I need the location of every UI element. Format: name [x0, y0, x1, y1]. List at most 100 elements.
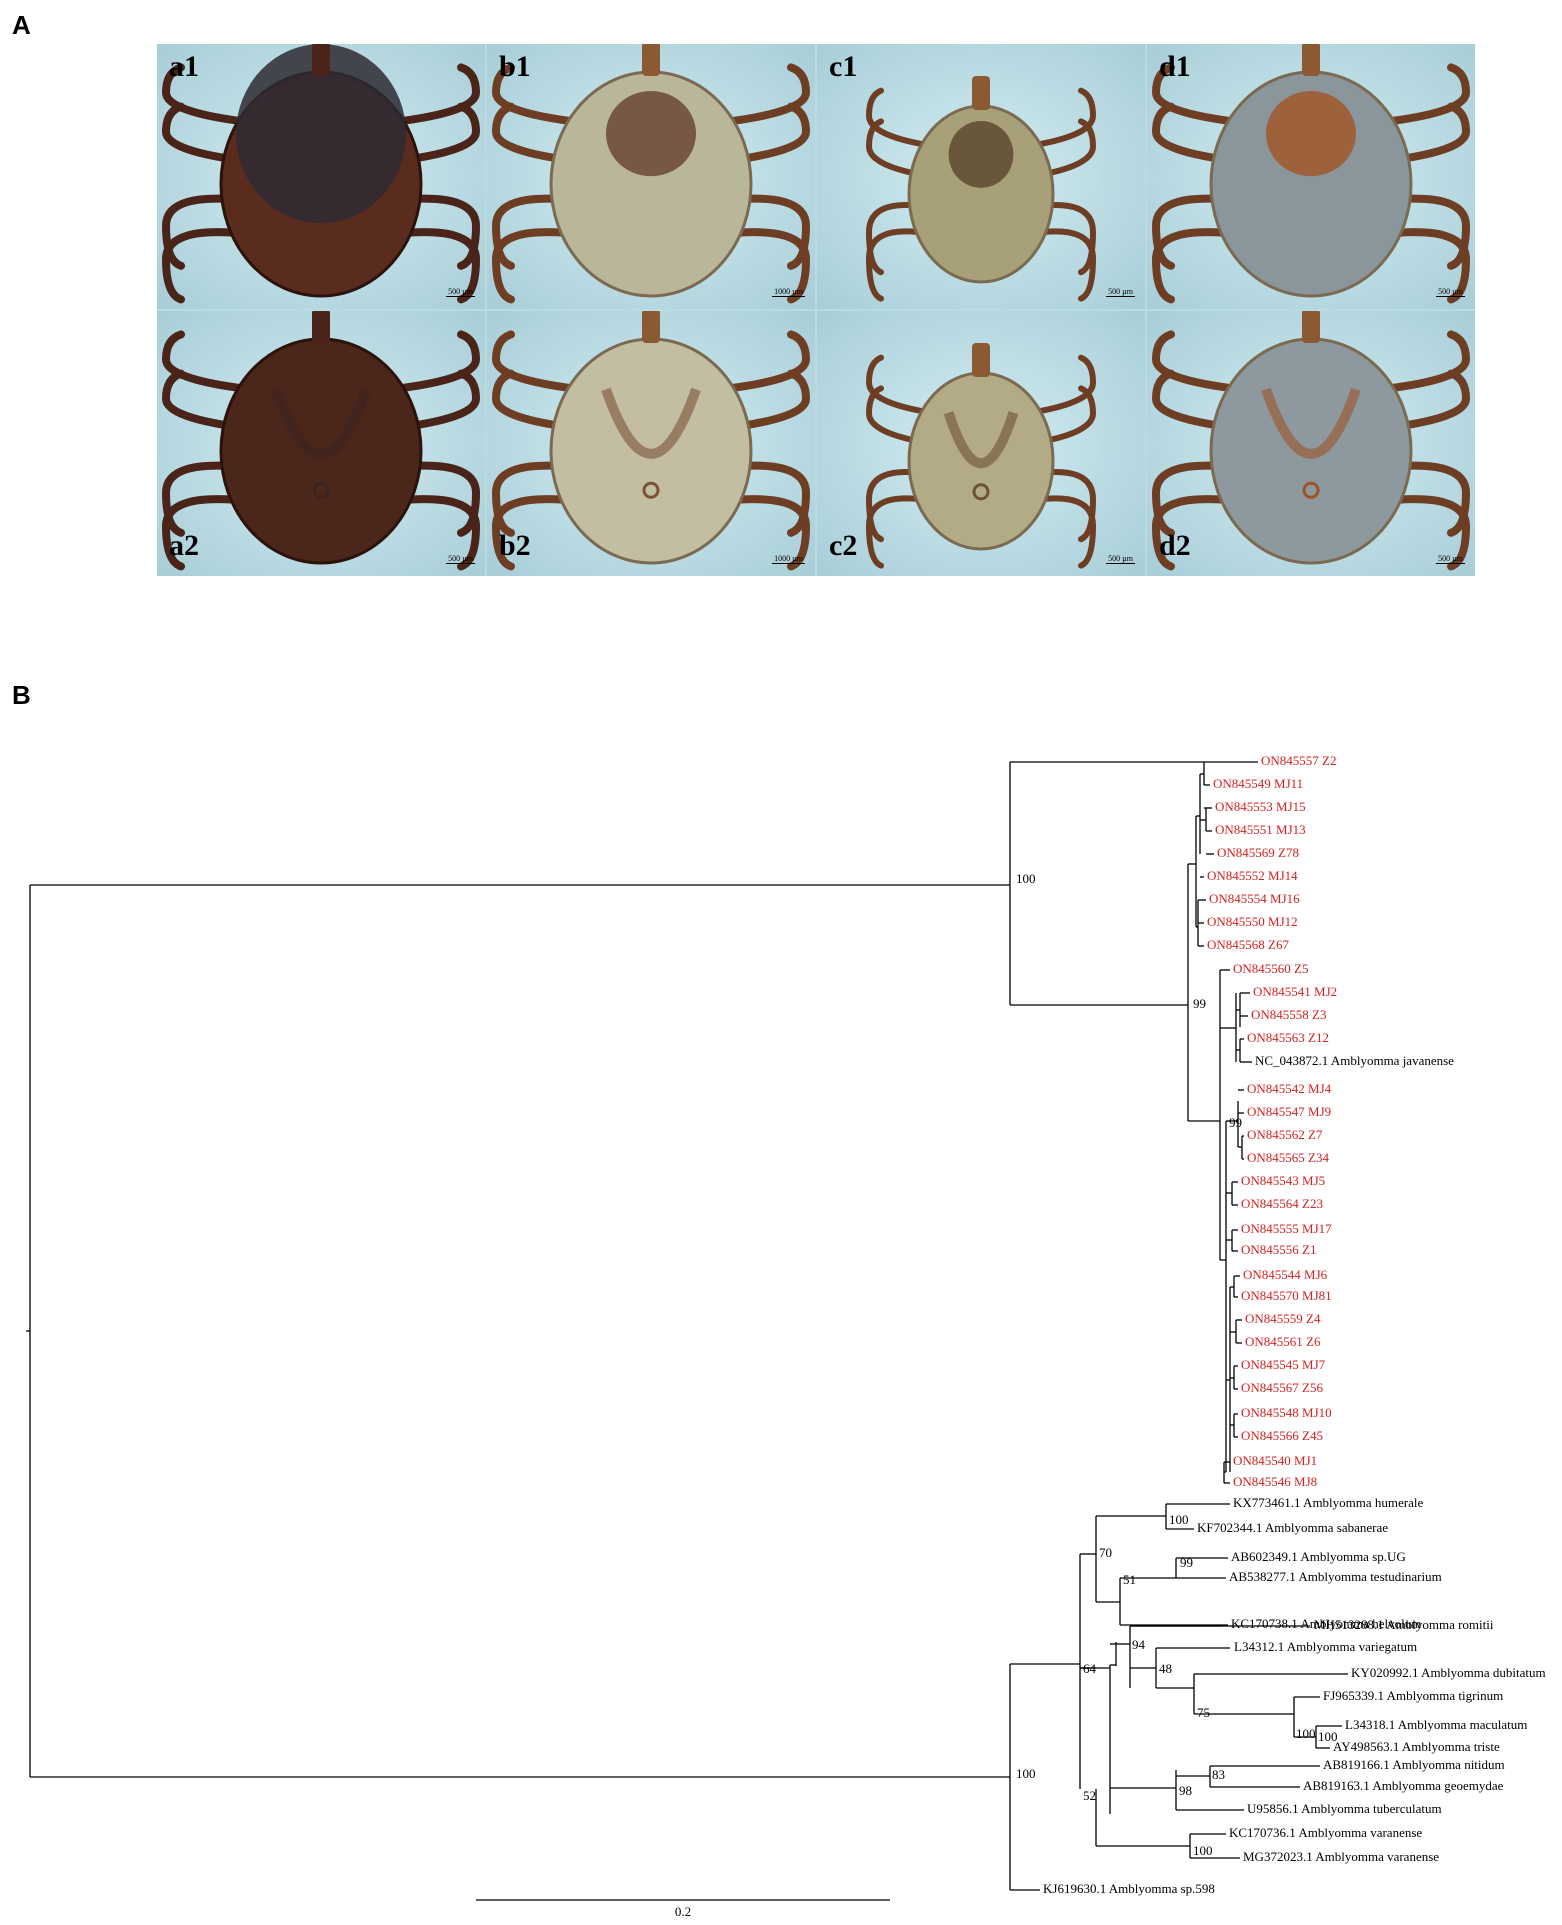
tick-leg	[1028, 495, 1097, 569]
tick-leg	[387, 194, 481, 270]
photo-b1: b1 1000 µm	[487, 44, 815, 309]
scale-bar-d2: 500 µm	[1436, 554, 1465, 564]
tree-tip-label: AB819163.1 Amblyomma geoemydae	[1303, 1778, 1504, 1793]
tick-leg	[865, 118, 934, 180]
tick-leg	[387, 228, 481, 304]
tree-tip-label: ON845545 MJ7	[1241, 1357, 1326, 1372]
tick-leg	[491, 102, 585, 166]
tree-tip-label: KC170738.1 Amblyomma helvolum	[1231, 1616, 1421, 1631]
tick-leg	[161, 63, 255, 127]
photo-a1: a1 500 µm	[157, 44, 485, 309]
tree-tip-label: AB538277.1 Amblyomma testudinarium	[1229, 1569, 1442, 1584]
tick-leg	[1151, 102, 1245, 166]
scale-bar-c1: 500 µm	[1106, 287, 1135, 297]
tick-leg	[491, 369, 585, 433]
tick-specimen-c1	[865, 76, 1097, 302]
tick-leg	[387, 369, 481, 433]
tree-tip-label: L34312.1 Amblyomma variegatum	[1234, 1639, 1417, 1654]
photo-a2: a2 500 µm	[157, 311, 485, 576]
scale-bar-a2: 500 µm	[446, 554, 475, 564]
tick-leg	[865, 228, 934, 302]
photo-label-b1: b1	[499, 50, 531, 83]
tree-tip-label: ON845557 Z2	[1261, 753, 1336, 768]
tick-leg	[865, 495, 934, 569]
tick-leg	[387, 461, 481, 537]
tick-leg	[161, 330, 255, 394]
tick-leg	[1377, 461, 1471, 537]
tick-leg	[1151, 461, 1245, 537]
tree-tip-label: ON845560 Z5	[1233, 961, 1308, 976]
tick-leg	[865, 87, 934, 149]
tick-leg	[387, 330, 481, 394]
tick-leg	[1028, 118, 1097, 180]
tree-tip-label: ON845564 Z23	[1241, 1196, 1323, 1211]
tree-tip-label: ON845542 MJ4	[1247, 1081, 1332, 1096]
tree-tip-label: ON845549 MJ11	[1213, 776, 1303, 791]
photo-b2: b2 1000 µm	[487, 311, 815, 576]
panel-b-label: B	[12, 680, 31, 710]
tick-leg	[717, 495, 811, 571]
bootstrap-value: 100	[1016, 871, 1036, 886]
tick-scutum	[1266, 91, 1356, 177]
tick-leg	[491, 461, 585, 537]
tick-leg	[387, 495, 481, 571]
scale-bar-d1: 500 µm	[1436, 287, 1465, 297]
tick-leg	[161, 461, 255, 537]
photo-label-c2: c2	[829, 529, 858, 562]
tick-leg	[161, 369, 255, 433]
tick-scutum	[236, 44, 406, 224]
tick-capitulum	[642, 311, 660, 343]
tick-anal-aperture	[642, 481, 660, 499]
scale-bar-c2: 500 µm	[1106, 554, 1135, 564]
tick-leg	[387, 102, 481, 166]
photo-label-b2: b2	[499, 529, 531, 562]
photo-c1: c1 500 µm	[817, 44, 1145, 309]
tick-capitulum	[1302, 311, 1320, 343]
tick-leg	[865, 354, 934, 416]
tick-scutum	[948, 120, 1014, 188]
scale-bar-a1: 500 µm	[446, 287, 475, 297]
tick-leg	[1151, 194, 1245, 270]
tick-leg	[1377, 63, 1471, 127]
photo-d1: d1 500 µm	[1147, 44, 1475, 309]
tree-tip-label: ON845540 MJ1	[1233, 1453, 1317, 1468]
tick-coxae	[601, 387, 701, 459]
tick-leg	[1151, 495, 1245, 571]
tick-leg	[491, 228, 585, 304]
bootstrap-value: 70	[1099, 1545, 1112, 1560]
tick-leg	[1028, 228, 1097, 302]
tick-leg	[717, 369, 811, 433]
tree-tip-label: KJ619630.1 Amblyomma sp.598	[1043, 1881, 1215, 1896]
tree-tip-label: KX773461.1 Amblyomma humerale	[1233, 1495, 1424, 1510]
tree-tip-label: ON845558 Z3	[1251, 1007, 1326, 1022]
tick-leg	[865, 469, 934, 543]
tree-tip-label: ON845568 Z67	[1207, 937, 1289, 952]
tree-tip-label: KY020992.1 Amblyomma dubitatum	[1351, 1665, 1546, 1680]
tick-specimen-d2	[1151, 311, 1471, 571]
tick-coxae	[271, 387, 371, 459]
tree-tip-label: AY498563.1 Amblyomma triste	[1333, 1739, 1500, 1754]
bootstrap-value: 52	[1083, 1788, 1096, 1803]
tick-specimen-d1	[1151, 44, 1471, 304]
tick-leg	[161, 102, 255, 166]
photo-label-a1: a1	[169, 50, 199, 83]
tick-leg	[491, 194, 585, 270]
tick-specimen-b2	[491, 311, 811, 571]
tick-leg	[491, 495, 585, 571]
tick-leg	[717, 63, 811, 127]
tree-tip-label: ON845547 MJ9	[1247, 1104, 1331, 1119]
tick-leg	[717, 330, 811, 394]
tick-leg	[1151, 330, 1245, 394]
bootstrap-value: 94	[1132, 1637, 1146, 1652]
tick-capitulum	[972, 343, 990, 377]
tree-tip-label: ON845569 Z78	[1217, 845, 1299, 860]
tick-leg	[1151, 63, 1245, 127]
photo-d2: d2 500 µm	[1147, 311, 1475, 576]
bootstrap-value: 75	[1197, 1705, 1210, 1720]
tick-leg	[161, 495, 255, 571]
tick-leg	[1377, 102, 1471, 166]
scale-bar-b2: 1000 µm	[772, 554, 805, 564]
tree-tip-label: ON845553 MJ15	[1215, 799, 1306, 814]
bootstrap-value: 98	[1179, 1783, 1192, 1798]
tick-leg	[1377, 369, 1471, 433]
